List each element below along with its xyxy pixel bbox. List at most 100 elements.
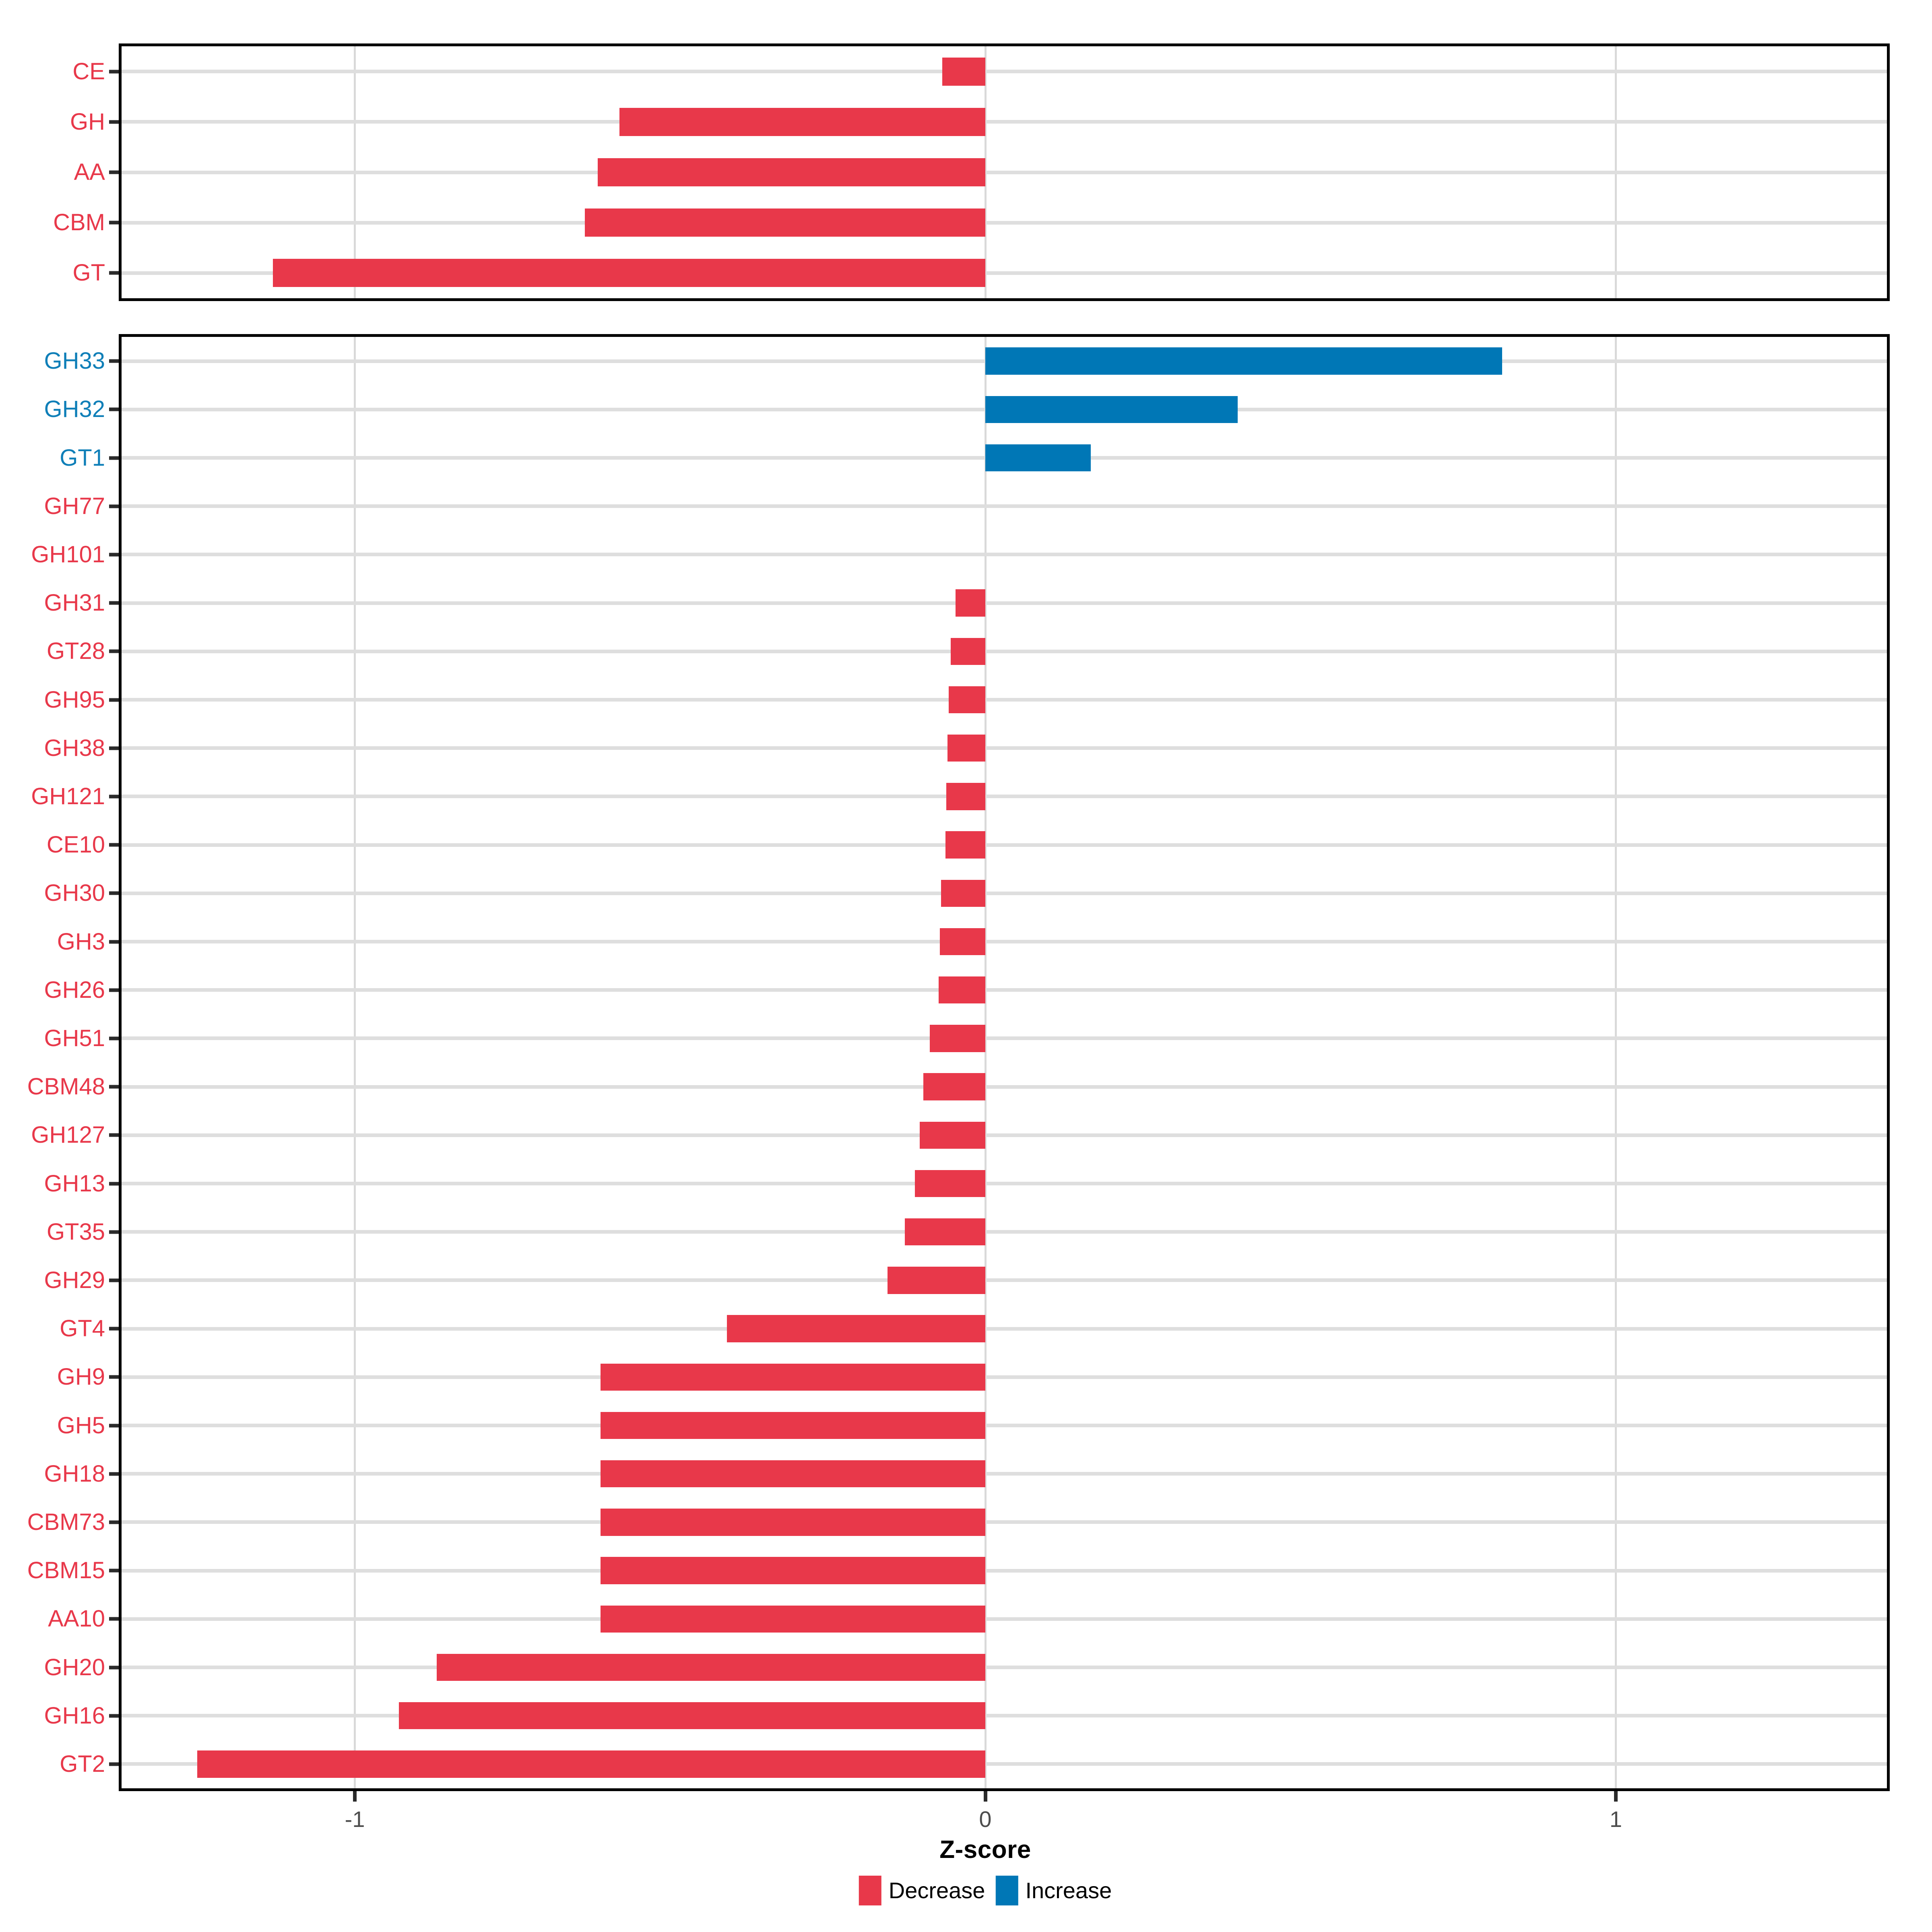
y-axis-label-aa10: AA10 (48, 1606, 105, 1632)
y-axis-label-gh16: GH16 (44, 1702, 105, 1729)
y-axis-label-gh38: GH38 (44, 735, 105, 761)
bar-gh26 (939, 976, 985, 1004)
bar-gt4 (727, 1315, 985, 1342)
gridline-y (122, 988, 1887, 992)
y-axis-label-ce10: CE10 (46, 832, 105, 858)
legend-item-decrease[interactable]: Decrease (859, 1876, 985, 1905)
bar-gh127 (920, 1121, 985, 1149)
bar-ce (942, 57, 985, 86)
bar-ce10 (945, 831, 985, 859)
y-axis-label-gt4: GT4 (60, 1315, 105, 1342)
y-axis-label-gh121: GH121 (31, 783, 105, 809)
y-axis-label-gh29: GH29 (44, 1267, 105, 1293)
bar-cbm48 (923, 1073, 985, 1100)
y-axis-tick (109, 1762, 119, 1766)
bar-aa10 (601, 1605, 985, 1633)
y-axis-label-gh13: GH13 (44, 1170, 105, 1197)
gridline-y (122, 843, 1887, 847)
y-axis-tick (109, 1375, 119, 1379)
gridline-y (122, 1617, 1887, 1621)
y-axis-tick (109, 940, 119, 943)
y-axis-tick (109, 649, 119, 653)
y-axis-tick (109, 1230, 119, 1234)
bar-gh121 (946, 783, 985, 810)
y-axis-tick (109, 504, 119, 508)
y-axis-tick (109, 698, 119, 702)
y-axis-tick (109, 553, 119, 557)
bar-cbm73 (601, 1509, 985, 1536)
y-axis-tick (109, 170, 119, 174)
gridline-y (122, 649, 1887, 653)
bar-gt (272, 259, 985, 287)
y-axis-tick (109, 1133, 119, 1137)
bar-gh3 (940, 928, 985, 956)
x-axis-tick (353, 1791, 357, 1802)
bar-gh30 (941, 879, 985, 907)
top-plot-area (122, 46, 1887, 298)
gridline-y (122, 746, 1887, 750)
y-axis-tick (109, 70, 119, 74)
y-axis-label-ce: CE (72, 58, 105, 85)
bar-gt1 (985, 444, 1091, 472)
y-axis-tick (109, 1666, 119, 1669)
y-axis-label-cbm73: CBM73 (27, 1509, 105, 1535)
bar-gh18 (601, 1460, 985, 1488)
y-axis-label-gt1: GT1 (60, 444, 105, 471)
chart-legend: Decrease Increase (859, 1876, 1112, 1905)
gridline-y (122, 1569, 1887, 1573)
gridline-x-1 (1614, 337, 1617, 1788)
y-axis-tick (109, 1036, 119, 1040)
bar-gh29 (888, 1267, 985, 1294)
y-axis-tick (109, 746, 119, 750)
gridline-y (122, 1714, 1887, 1718)
y-axis-tick (109, 891, 119, 895)
legend-label: Decrease (888, 1878, 985, 1903)
y-axis-tick (109, 456, 119, 460)
bar-aa (597, 158, 985, 187)
y-axis-label-gh51: GH51 (44, 1025, 105, 1051)
y-axis-label-gh5: GH5 (57, 1412, 105, 1439)
legend-swatch-increase (995, 1876, 1018, 1905)
gridline-y (122, 1472, 1887, 1476)
x-axis-tick-label: 1 (1609, 1806, 1622, 1832)
y-axis-label-gh77: GH77 (44, 493, 105, 519)
y-axis-tick (109, 1085, 119, 1089)
gridline-y (122, 698, 1887, 702)
bar-gh51 (930, 1025, 985, 1052)
gridline-y (122, 1327, 1887, 1331)
y-axis-label-gt: GT (72, 260, 105, 286)
bar-gh (619, 107, 985, 136)
y-axis-tick (109, 407, 119, 411)
gridline-y (122, 1520, 1887, 1524)
y-axis-label-gh20: GH20 (44, 1654, 105, 1680)
y-axis-tick (109, 1472, 119, 1476)
x-axis-tick (983, 1791, 987, 1802)
bar-cbm (585, 208, 985, 237)
gridline-y (122, 1424, 1887, 1427)
top-panel (119, 43, 1890, 301)
y-axis-label-gh: GH (70, 108, 105, 135)
x-axis-tick (1614, 1791, 1618, 1802)
gridline-y (122, 1085, 1887, 1089)
gridline-y (122, 891, 1887, 895)
y-axis-tick (109, 221, 119, 225)
y-axis-label-gh31: GH31 (44, 590, 105, 616)
y-axis-label-gh3: GH3 (57, 928, 105, 955)
gridline-y (122, 504, 1887, 508)
gridline-y (122, 1278, 1887, 1282)
y-axis-label-gh30: GH30 (44, 880, 105, 906)
bar-gt2 (197, 1750, 985, 1778)
x-axis-tick-label: 0 (979, 1806, 992, 1832)
gridline-y (122, 940, 1887, 943)
y-axis-label-gh101: GH101 (31, 541, 105, 568)
legend-item-increase[interactable]: Increase (995, 1876, 1112, 1905)
bar-gt35 (904, 1218, 985, 1246)
bar-gh9 (601, 1363, 985, 1391)
y-axis-tick (109, 601, 119, 605)
legend-label: Increase (1025, 1878, 1112, 1903)
y-axis-tick (109, 1569, 119, 1573)
y-axis-label-gt2: GT2 (60, 1750, 105, 1777)
y-axis-label-gh9: GH9 (57, 1364, 105, 1390)
bar-gh5 (601, 1412, 985, 1439)
y-axis-tick (109, 1182, 119, 1185)
